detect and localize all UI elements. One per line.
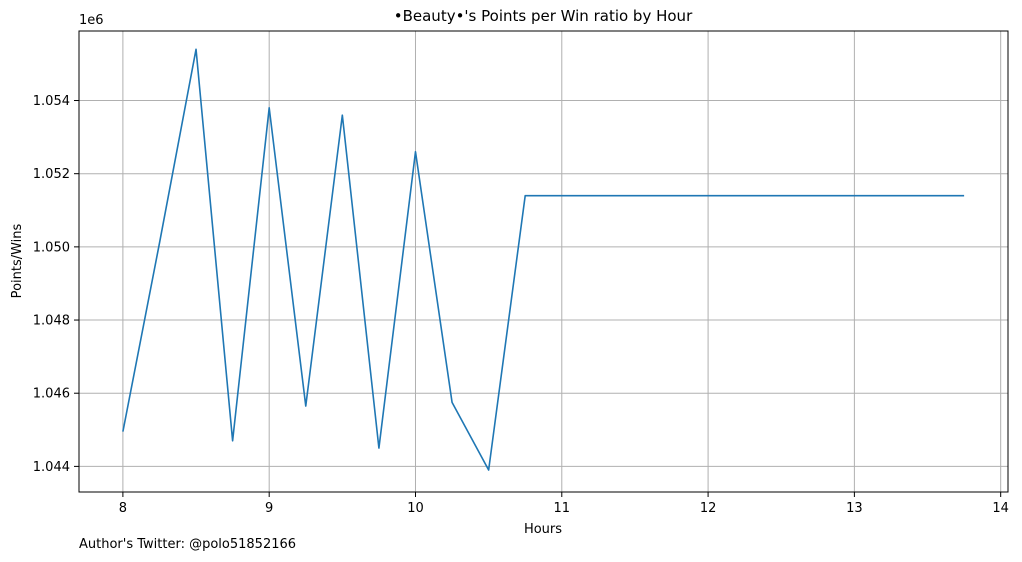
- x-tick-label: 12: [700, 501, 717, 516]
- y-tick-label: 1.044: [33, 460, 70, 475]
- author-twitter-note: Author's Twitter: @polo51852166: [79, 537, 297, 552]
- x-tick-label: 9: [265, 501, 273, 516]
- chart-title: •Beauty•'s Points per Win ratio by Hour: [394, 7, 693, 25]
- x-tick-label: 14: [992, 501, 1009, 516]
- y-tick-label: 1.050: [33, 240, 70, 255]
- x-tick-label: 13: [846, 501, 863, 516]
- x-axis: 8 9 10 11 12 13 14: [119, 492, 1009, 516]
- x-axis-label: Hours: [524, 522, 562, 537]
- y-axis-label: Points/Wins: [10, 223, 25, 298]
- x-tick-label: 10: [407, 501, 424, 516]
- y-offset-label: 1e6: [79, 13, 104, 28]
- x-tick-label: 8: [119, 501, 127, 516]
- y-tick-label: 1.048: [33, 314, 70, 329]
- grid-lines: [79, 31, 1008, 492]
- y-axis: 1.044 1.046 1.048 1.050 1.052 1.054: [33, 94, 79, 475]
- y-tick-label: 1.054: [33, 94, 70, 109]
- series-line: [122, 48, 965, 471]
- plot-frame: [78, 30, 1009, 493]
- y-tick-label: 1.046: [33, 387, 70, 402]
- x-tick-label: 11: [554, 501, 571, 516]
- y-tick-label: 1.052: [33, 167, 70, 182]
